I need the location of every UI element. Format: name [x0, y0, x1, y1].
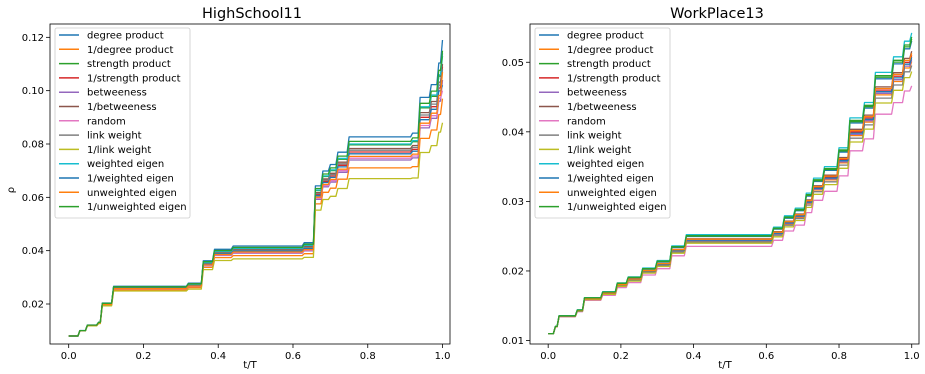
legend-label: random	[87, 116, 126, 127]
legend-label: betweeness	[87, 88, 147, 99]
legend-label: degree product	[87, 31, 164, 42]
plot-frame	[49, 23, 451, 345]
legend-label: weighted eigen	[567, 159, 644, 170]
y-tick-label: 0.08	[22, 140, 44, 151]
y-tick-label: 0.01	[502, 336, 524, 347]
x-tick-label: 0.2	[136, 351, 152, 362]
chart-title: HighSchool11	[202, 6, 302, 22]
legend-label: 1/unweighted eigen	[87, 202, 187, 213]
y-tick-label: 0.10	[22, 86, 44, 97]
chart-panel-highschool11: HighSchool11 t/T ρ 0.0 0.2 0.4 0.6 0.8 1.00.0…	[6, 6, 450, 371]
plot-frame	[529, 23, 920, 345]
x-tick-label: 0.8	[831, 351, 847, 362]
chart-panel-workplace13: WorkPlace13 t/T 0.0 0.2 0.4 0.6 0.8 1.00.010.…	[502, 6, 920, 371]
legend-label: random	[567, 116, 606, 127]
legend-label: 1/degree product	[567, 45, 653, 56]
legend: degree product 1/degree product strength p…	[534, 27, 671, 219]
x-tick-label: 0.2	[613, 351, 629, 362]
y-tick-label: 0.05	[502, 58, 524, 69]
legend-label: unweighted eigen	[87, 188, 177, 199]
series-lines	[548, 32, 913, 335]
y-tick-label: 0.04	[502, 127, 524, 138]
y-tick-label: 0.02	[502, 266, 524, 277]
x-tick-label: 0.8	[360, 351, 376, 362]
axis-ticks: 0.0 0.2 0.4 0.6 0.8 1.0 0.02 0.04 0.06 0.08 0.10 0.…	[22, 33, 451, 362]
x-tick-label: 0.4	[686, 351, 702, 362]
x-tick-label: 0.0	[61, 351, 77, 362]
legend-label: betweeness	[567, 88, 627, 99]
legend-label: 1/link weight	[87, 145, 151, 156]
x-tick-label: 1.0	[435, 351, 451, 362]
x-axis-label: t/T	[243, 360, 257, 371]
legend-label: 1/strength product	[567, 73, 661, 84]
x-tick-label: 0.4	[210, 351, 226, 362]
legend-label: unweighted eigen	[567, 188, 657, 199]
series-line	[68, 122, 444, 337]
y-tick-label: 0.06	[22, 193, 44, 204]
y-tick-label: 0.12	[22, 33, 44, 44]
legend-label: weighted eigen	[87, 159, 164, 170]
series-line	[548, 36, 913, 335]
series-line	[68, 50, 444, 337]
chart-title: WorkPlace13	[670, 6, 764, 22]
legend-label: strength product	[87, 59, 171, 70]
legend-label: 1/betweeness	[87, 102, 157, 113]
legend-box	[534, 27, 671, 219]
y-tick-label: 0.04	[22, 246, 44, 257]
x-tick-label: 0.6	[758, 351, 774, 362]
x-tick-label: 1.0	[904, 351, 920, 362]
legend-label: strength product	[567, 59, 651, 70]
legend-label: link weight	[567, 131, 622, 142]
legend-label: 1/link weight	[567, 145, 631, 156]
y-tick-label: 0.02	[22, 300, 44, 311]
legend: degree product 1/degree product strength p…	[54, 27, 191, 219]
legend-label: 1/weighted eigen	[87, 174, 174, 185]
legend-label: 1/weighted eigen	[567, 174, 654, 185]
y-tick-label: 0.03	[502, 197, 524, 208]
x-tick-label: 0.6	[285, 351, 301, 362]
legend-label: 1/betweeness	[567, 102, 637, 113]
legend-label: 1/unweighted eigen	[567, 202, 667, 213]
legend-label: degree product	[567, 31, 644, 42]
legend-box	[54, 27, 191, 219]
x-axis-label: t/T	[718, 360, 732, 371]
series-lines	[68, 39, 444, 337]
x-tick-label: 0.0	[540, 351, 556, 362]
legend-label: 1/degree product	[87, 45, 173, 56]
y-axis-label: ρ	[6, 187, 17, 193]
legend-label: 1/strength product	[87, 73, 181, 84]
legend-label: link weight	[87, 131, 142, 142]
axis-ticks: 0.0 0.2 0.4 0.6 0.8 1.0 0.01 0.02 0.03 0.04 0.05	[502, 58, 920, 362]
